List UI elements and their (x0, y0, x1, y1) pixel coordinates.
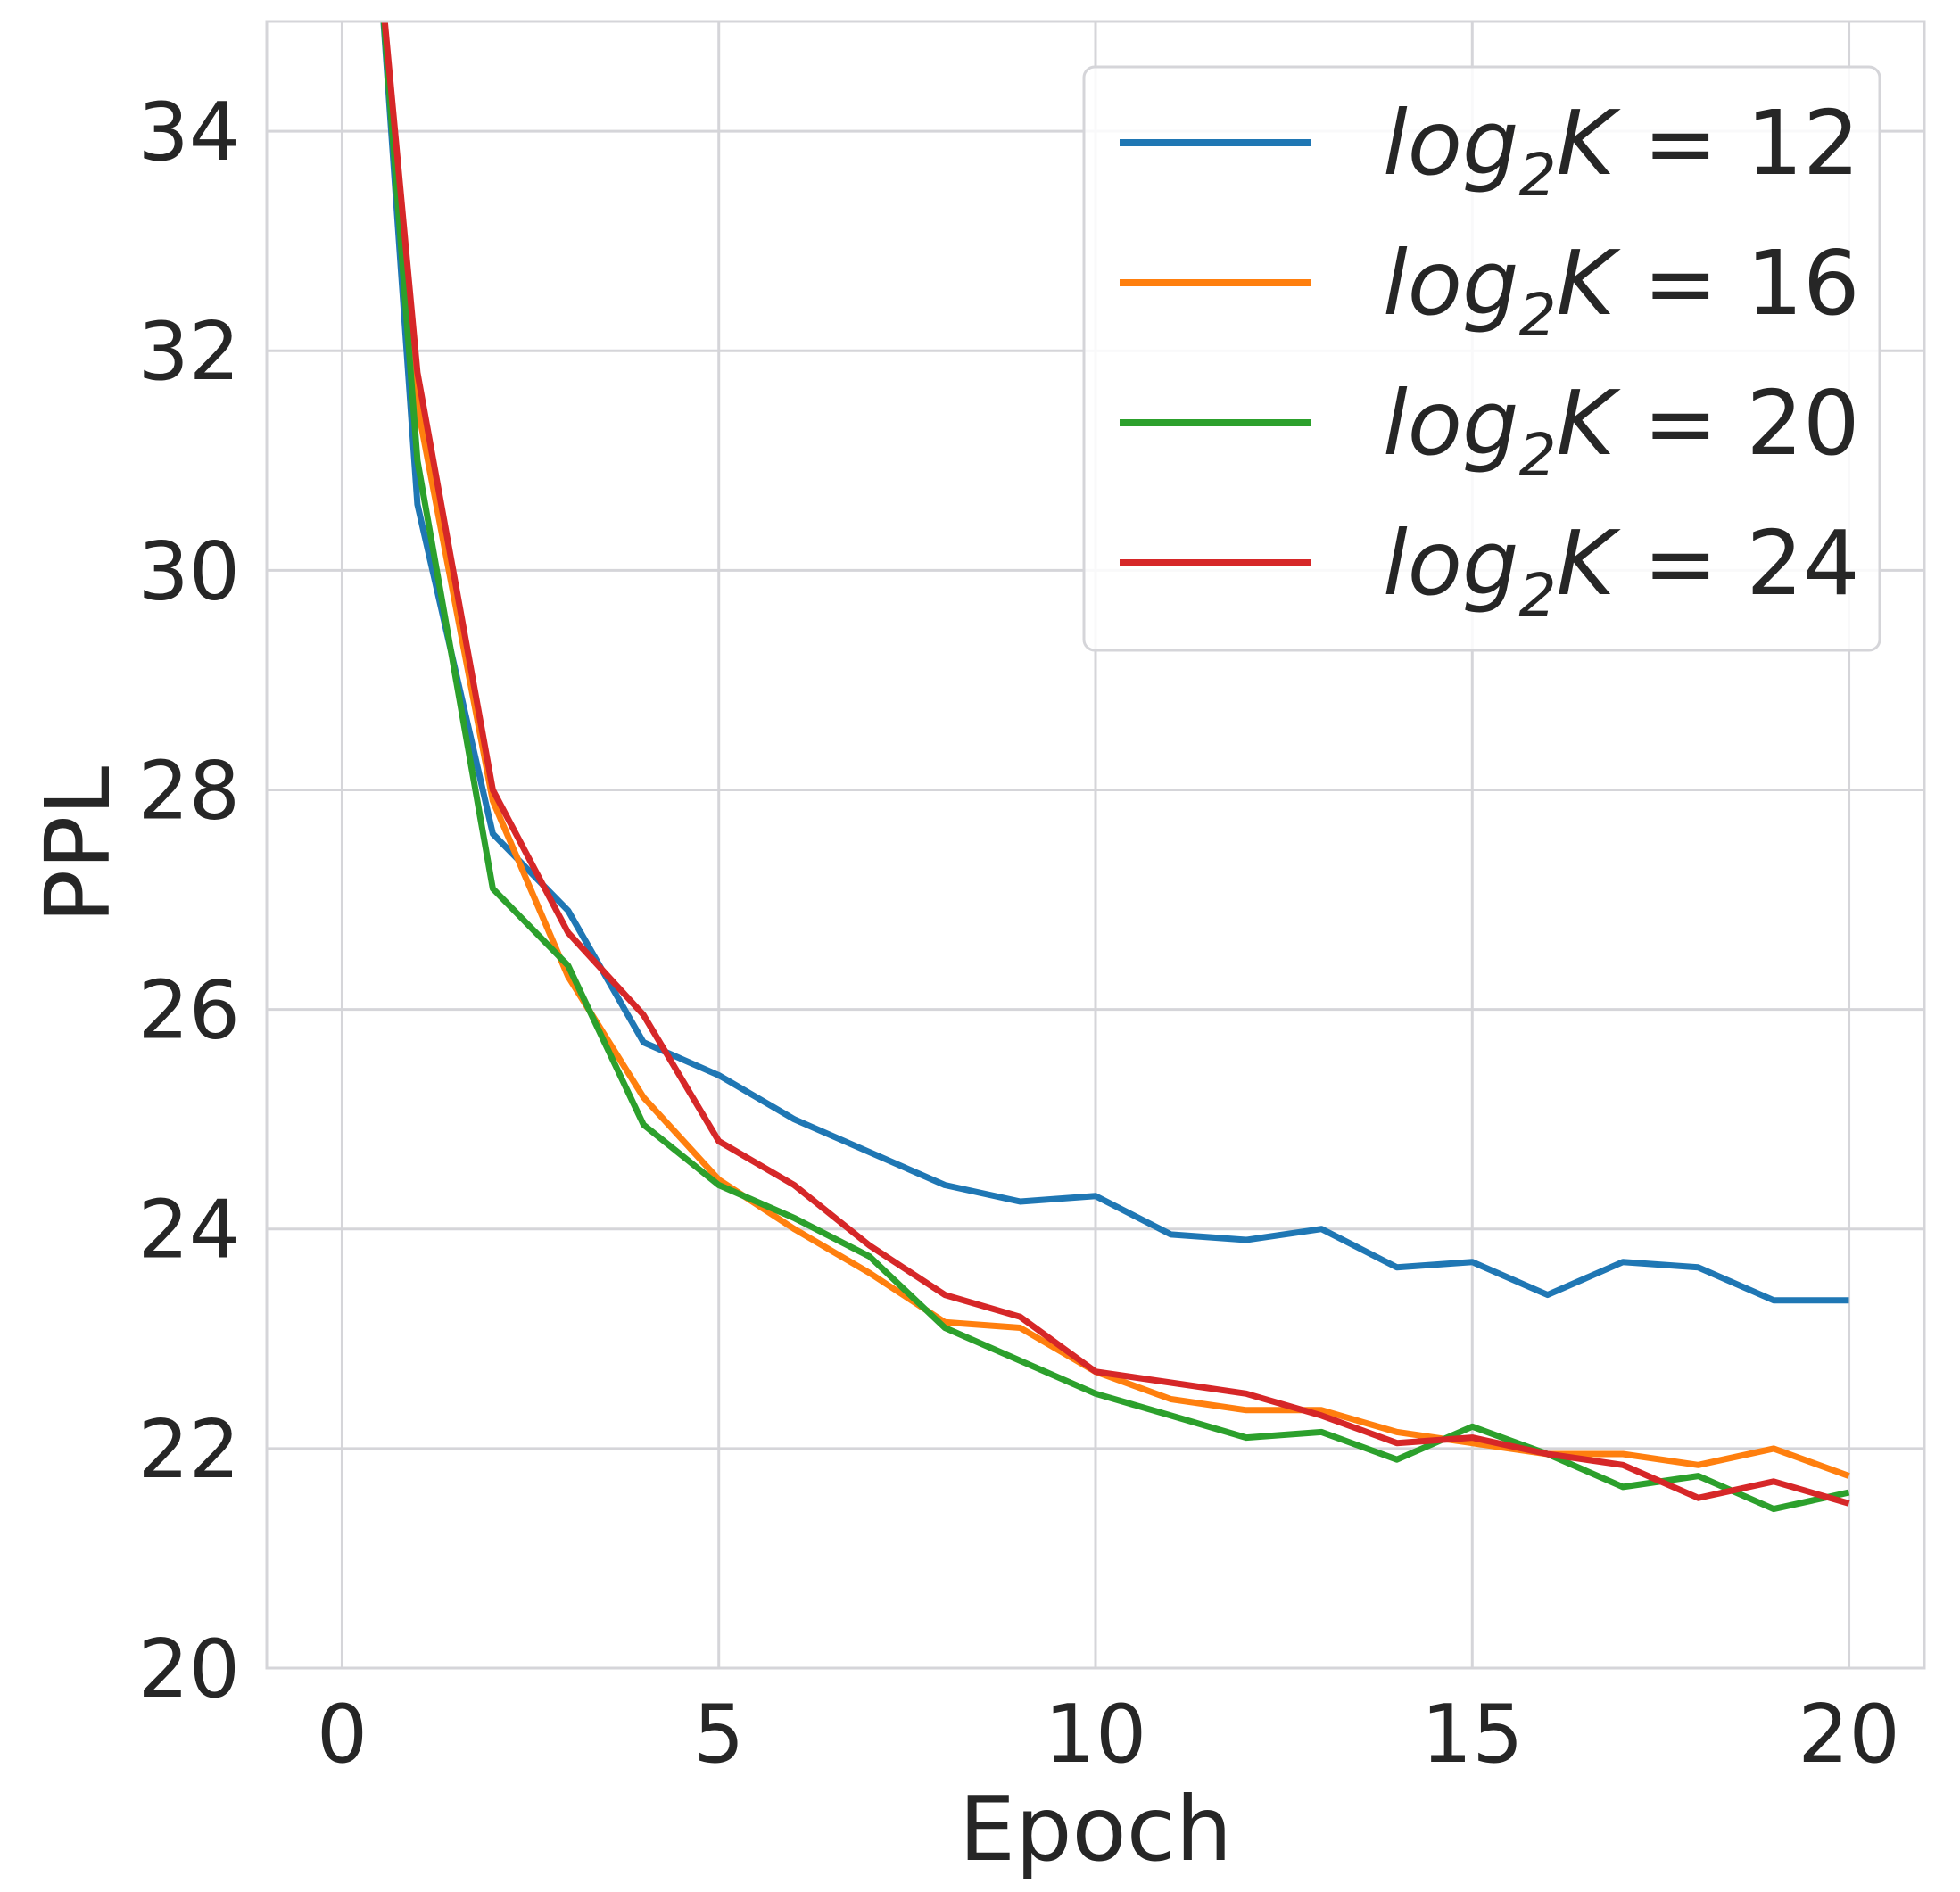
legend: log2K = 12 log2K = 16 log2K = 20 log2K = 24 (1082, 65, 1881, 652)
series-lines (380, 21, 1850, 1513)
y-tick-label: 32 (137, 305, 240, 399)
plot-frame (265, 20, 1926, 1670)
legend-label-4: log2K = 24 (1383, 511, 1860, 630)
x-tick-label: 5 (693, 1688, 744, 1781)
legend-label-1: log2K = 12 (1383, 91, 1860, 210)
x-tick-label: 15 (1421, 1688, 1524, 1781)
legend-box (1082, 65, 1881, 652)
x-tick-label: 10 (1045, 1688, 1147, 1781)
x-axis-title: Epoch (959, 1777, 1232, 1881)
y-tick-label: 34 (137, 86, 240, 179)
legend-label-3: log2K = 20 (1383, 371, 1860, 490)
series-line-3 (380, 21, 1850, 1513)
series-line-4 (381, 21, 1850, 1507)
y-tick-label: 30 (137, 525, 240, 618)
y-tick-label: 24 (137, 1184, 240, 1277)
series-line-1 (380, 21, 1849, 1304)
y-axis-title: PPL (26, 766, 130, 924)
x-tick-label: 0 (317, 1688, 368, 1781)
x-tick-labels: 0 5 10 15 20 (317, 1688, 1900, 1781)
y-tick-label: 28 (137, 744, 240, 838)
y-tick-label: 26 (137, 964, 240, 1058)
y-tick-label: 22 (137, 1403, 240, 1497)
legend-label-2: log2K = 16 (1383, 231, 1860, 350)
y-tick-labels: 20 22 24 26 28 30 32 34 (137, 86, 240, 1716)
y-tick-label: 20 (137, 1623, 240, 1716)
x-tick-label: 20 (1798, 1688, 1900, 1781)
